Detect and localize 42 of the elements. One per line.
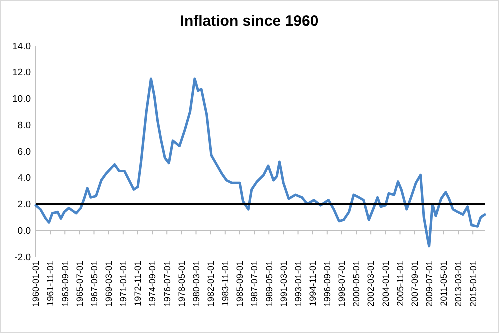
x-tick-label: 1972-11-01 [133,261,144,306]
x-tick-label: 1985-09-01 [235,261,246,308]
x-tick-label: 1980-03-01 [191,261,202,308]
x-tick-label: 2013-03-01 [454,261,464,308]
x-tick-label: 1998-07-01 [337,261,348,308]
x-tick-label: 1994-11-01 [308,261,318,306]
x-tick-label: 2005-11-01 [395,261,406,306]
x-tick-label: 1963-09-01 [60,261,70,308]
x-tick-label: 1989-05-01 [264,261,274,308]
x-tick-label: 1983-11-01 [220,261,231,306]
x-tick-label: 1993-01-01 [293,261,304,308]
x-tick-label: 1965-07-01 [74,261,85,308]
x-tick-label: 1976-07-01 [162,261,172,308]
y-tick-label: 10.0 [12,94,31,106]
x-tick-label: 1967-05-01 [89,261,100,308]
y-tick-label: -2.0 [14,252,31,264]
x-tick-label: 1978-05-01 [176,261,187,308]
x-tick-label: 2002-03-01 [366,261,376,308]
x-tick-label: 1974-09-01 [148,261,158,308]
x-tick-label: 1960-01-01 [31,261,42,308]
x-tick-label: 1982-01-01 [206,261,216,308]
x-tick-label: 1991-03-01 [278,261,289,308]
x-tick-label: 2007-09-01 [410,261,420,308]
x-tick-label: 1971-01-01 [118,261,129,308]
y-tick-label: 12.0 [12,68,31,79]
y-tick-label: 0.0 [18,226,31,237]
x-tick-label: 1987-07-01 [250,261,260,308]
x-tick-label: 1969-03-01 [104,261,114,308]
x-tick-label: 2004-01-01 [380,261,391,308]
y-tick-label: 14.0 [12,41,31,52]
y-tick-label: 6.0 [18,146,31,158]
x-tick-label: 2000-05-01 [352,261,362,308]
y-tick-label: 4.0 [18,173,31,184]
x-tick-label: 2011-05-01 [439,261,450,306]
x-tick-label: 1996-09-01 [322,261,333,308]
y-tick-label: 2.0 [18,200,31,211]
chart-title: Inflation since 1960 [180,13,319,30]
x-tick-label: 2015-01-01 [468,261,478,308]
x-tick-label: 2009-07-01 [424,261,435,308]
y-tick-label: 8.0 [18,120,31,132]
x-tick-label: 1961-11-01 [46,261,56,306]
line-series [34,78,486,248]
